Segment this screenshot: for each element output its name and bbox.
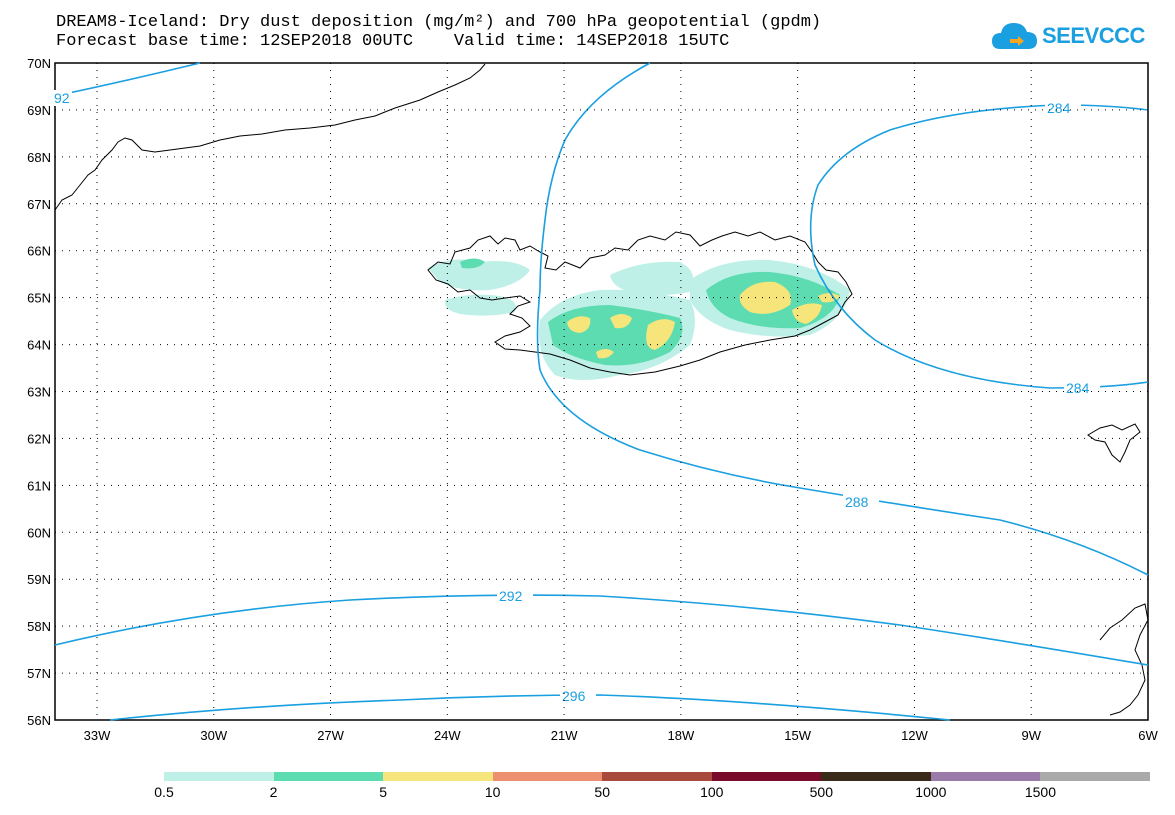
contour-label: 92 (54, 90, 70, 106)
scotland-coastline (1099, 603, 1149, 716)
contour-label: 296 (562, 688, 586, 704)
dust-area-light (444, 294, 516, 316)
legend-label: 100 (700, 784, 724, 800)
legend-label: 500 (809, 784, 834, 800)
dust-area-high (792, 303, 822, 324)
latitude-label: 59N (27, 572, 51, 587)
legend-label: 0.5 (154, 784, 174, 800)
latitude-label: 61N (27, 478, 51, 493)
dust-area-high (646, 319, 675, 350)
latitude-label: 66N (27, 244, 51, 259)
latitude-label: 68N (27, 150, 51, 165)
dust-field (428, 258, 850, 380)
latitude-label: 69N (27, 103, 51, 118)
greenland-coastline (54, 63, 486, 211)
latitude-label: 70N (27, 56, 51, 71)
dust-area-light (610, 261, 694, 295)
contour-label: 288 (845, 494, 869, 510)
iceland-coastline (427, 231, 853, 376)
legend-swatch (383, 772, 494, 781)
dust-area-medium (460, 258, 485, 269)
longitude-label: 18W (668, 728, 695, 743)
latitude-label: 67N (27, 197, 51, 212)
legend-swatch (821, 772, 932, 781)
longitude-label: 30W (200, 728, 227, 743)
chart-title: DREAM8-Iceland: Dry dust deposition (mg/… (56, 13, 822, 32)
longitude-labels: 33W 30W 27W 24W 21W 18W 15W 12W 9W 6W (84, 728, 1159, 743)
contour-292-south (54, 594, 1149, 666)
forecast-times: Forecast base time: 12SEP2018 00UTC Vali… (56, 32, 730, 51)
contour-284-east (809, 104, 1149, 389)
dust-area-high (596, 349, 614, 359)
legend-label: 1000 (915, 784, 947, 800)
longitude-label: 24W (434, 728, 461, 743)
dust-area-high (610, 314, 632, 329)
contour-label: 292 (499, 588, 523, 604)
latitude-label: 56N (27, 713, 51, 728)
contour-284-north-central (536, 62, 1149, 576)
seevccc-logo: SEEVCCC (990, 17, 1145, 57)
cloud-icon (992, 23, 1037, 49)
contour-296-south (109, 694, 951, 721)
longitude-label: 21W (551, 728, 578, 743)
coastlines (54, 63, 1149, 716)
legend-swatch (602, 772, 713, 781)
legend-label: 5 (379, 784, 388, 800)
legend-swatch (1040, 772, 1151, 781)
longitude-label: 27W (317, 728, 344, 743)
latitude-labels: 70N 69N 68N 67N 66N 65N 64N 63N 62N 61N 60N 59N 58N 5… (27, 56, 51, 728)
geopotential-contours (54, 62, 1149, 721)
contour-label: 284 (1066, 380, 1090, 396)
legend-label: 10 (484, 784, 501, 800)
contour-292-northwest (54, 62, 201, 97)
legend-swatch (492, 772, 603, 781)
legend-swatch (711, 772, 822, 781)
latitude-label: 62N (27, 431, 51, 446)
latitude-label: 58N (27, 619, 51, 634)
dust-area-high (567, 316, 591, 333)
legend-swatch (273, 772, 384, 781)
longitude-label: 12W (901, 728, 928, 743)
latitude-label: 64N (27, 338, 51, 353)
legend-swatch (164, 772, 275, 781)
latitude-label: 60N (27, 525, 51, 540)
legend-label: 2 (269, 784, 278, 800)
dust-area-light (428, 259, 530, 291)
legend-label: 50 (594, 784, 611, 800)
graticule (55, 63, 1148, 720)
legend-label: 1500 (1024, 784, 1057, 800)
dust-area-high (739, 281, 791, 314)
latitude-label: 57N (27, 666, 51, 681)
longitude-label: 33W (84, 728, 111, 743)
longitude-label: 15W (784, 728, 811, 743)
contour-label: 284 (1047, 100, 1071, 116)
longitude-label: 9W (1021, 728, 1041, 743)
legend-swatch (930, 772, 1041, 781)
latitude-label: 63N (27, 385, 51, 400)
logo-text: SEEVCCC (1042, 23, 1145, 48)
longitude-label: 6W (1138, 728, 1158, 743)
faroe-coastline (1087, 423, 1141, 463)
latitude-label: 65N (27, 291, 51, 306)
